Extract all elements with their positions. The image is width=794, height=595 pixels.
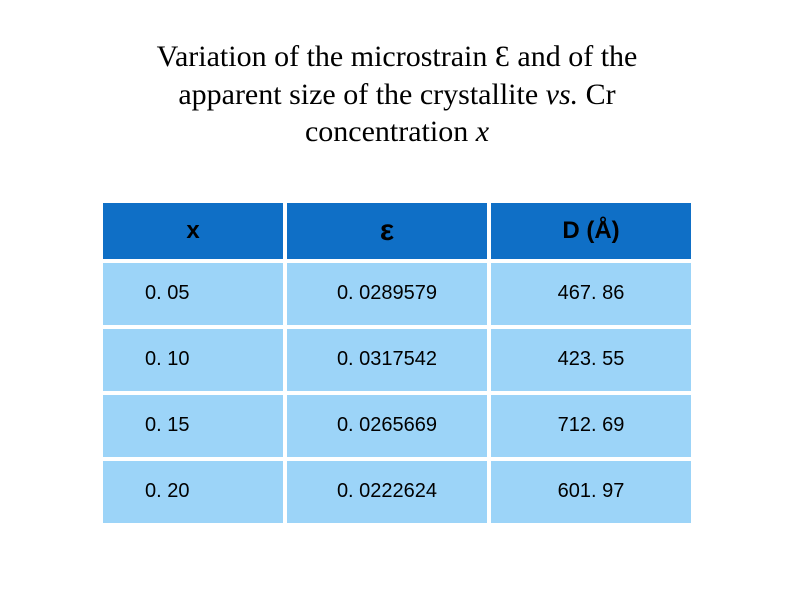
cell-d: 467. 86 [491, 263, 691, 325]
cell-d: 712. 69 [491, 395, 691, 457]
data-table-wrapper: x ε D (Å) 0. 05 0. 0289579 467. 86 0. 10… [99, 199, 695, 527]
table-row: 0. 20 0. 0222624 601. 97 [103, 461, 691, 523]
table-row: 0. 05 0. 0289579 467. 86 [103, 263, 691, 325]
title-vs: vs. [546, 78, 579, 111]
cell-epsilon: 0. 0265669 [287, 395, 487, 457]
data-table: x ε D (Å) 0. 05 0. 0289579 467. 86 0. 10… [99, 199, 695, 527]
cell-x: 0. 20 [103, 461, 283, 523]
title-text-1: Variation of the microstrain [157, 40, 495, 73]
title-epsilon: Ɛ [495, 40, 510, 73]
column-header-d: D (Å) [491, 203, 691, 259]
title-text-5: concentration [305, 115, 476, 148]
title-text-2: and of the [510, 40, 637, 73]
cell-d: 423. 55 [491, 329, 691, 391]
cell-x: 0. 05 [103, 263, 283, 325]
column-header-epsilon-symbol: ε [380, 214, 394, 247]
table-row: 0. 10 0. 0317542 423. 55 [103, 329, 691, 391]
slide-title: Variation of the microstrain Ɛ and of th… [97, 38, 698, 151]
title-x: x [476, 115, 489, 148]
title-text-4: Cr [578, 78, 616, 111]
cell-epsilon: 0. 0317542 [287, 329, 487, 391]
column-header-epsilon: ε [287, 203, 487, 259]
cell-epsilon: 0. 0222624 [287, 461, 487, 523]
column-header-x: x [103, 203, 283, 259]
table-header-row: x ε D (Å) [103, 203, 691, 259]
cell-d: 601. 97 [491, 461, 691, 523]
cell-epsilon: 0. 0289579 [287, 263, 487, 325]
title-text-3: apparent size of the crystallite [178, 78, 545, 111]
table-row: 0. 15 0. 0265669 712. 69 [103, 395, 691, 457]
cell-x: 0. 10 [103, 329, 283, 391]
cell-x: 0. 15 [103, 395, 283, 457]
